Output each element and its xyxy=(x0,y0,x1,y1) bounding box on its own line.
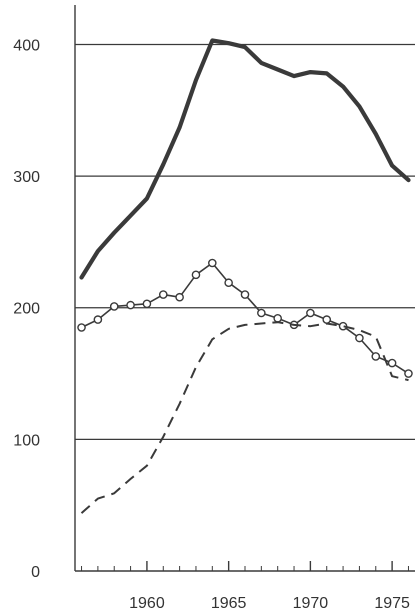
marker-point-1965 xyxy=(224,278,233,288)
marker-point-1974 xyxy=(371,352,381,361)
marker-point-1970 xyxy=(306,308,315,318)
y-tick-label-300: 300 xyxy=(13,169,40,186)
label-layer: 0 100 200 300 400 1960 1965 1970 1975 xyxy=(13,37,410,612)
axis-layer xyxy=(74,5,415,572)
marker-point-1959 xyxy=(126,300,135,310)
y-tick-label-100: 100 xyxy=(13,432,40,449)
marker-point-1957 xyxy=(93,315,103,324)
x-tick-label-1975: 1975 xyxy=(374,595,410,612)
marker-point-1975 xyxy=(387,358,397,368)
marker-point-1966 xyxy=(240,290,250,299)
marker-point-1964 xyxy=(208,258,217,268)
series-circle-markers-line xyxy=(80,262,410,375)
y-tick-label-400: 400 xyxy=(13,37,40,54)
grid-layer xyxy=(75,43,415,440)
y-tick-label-200: 200 xyxy=(13,301,40,318)
x-tick-label-1970: 1970 xyxy=(293,595,329,612)
marker-point-1976 xyxy=(404,369,413,378)
marker-point-1968 xyxy=(273,313,282,323)
marker-point-1967 xyxy=(257,308,266,318)
marker-point-1958 xyxy=(109,302,119,311)
marker-point-1963 xyxy=(191,270,201,280)
marker-point-1971 xyxy=(322,315,332,324)
series-layer xyxy=(77,38,413,514)
marker-point-1956 xyxy=(77,323,86,332)
y-tick-label-0: 0 xyxy=(31,564,40,581)
x-tick-label-1965: 1965 xyxy=(211,595,247,612)
series-solid-thick-line xyxy=(79,38,411,280)
marker-point-1962 xyxy=(175,292,184,302)
series-dashed-line xyxy=(80,321,409,514)
x-tick-label-1960: 1960 xyxy=(129,595,165,612)
marker-point-1960 xyxy=(142,299,152,309)
marker-point-1961 xyxy=(158,290,168,299)
marker-point-1973 xyxy=(355,333,364,343)
